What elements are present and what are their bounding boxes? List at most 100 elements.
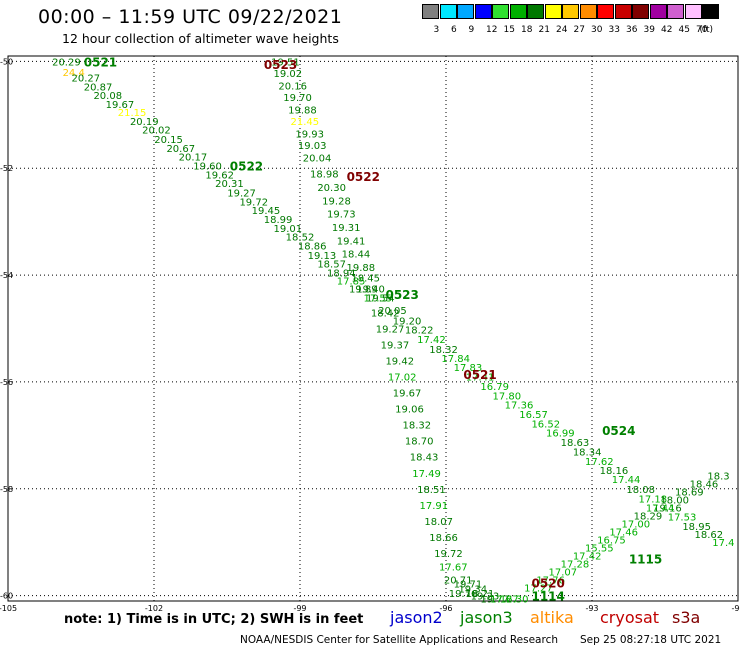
wave-height-label: 17.49 [412,469,441,480]
color-scale-swatch [457,4,474,19]
color-scale-label: 33 [608,25,620,35]
wave-height-label: 19.51 [271,57,300,68]
color-scale-label: 27 [573,25,585,35]
chart-title: 00:00 – 11:59 UTC 09/22/2021 [38,6,343,28]
wave-height-label: 16.52 [531,420,560,431]
wave-height-label: 18.45 [351,274,380,285]
color-scale-label: 36 [626,25,638,35]
wave-height-label: 19.77 [480,594,509,605]
wave-height-label: 19.23 [471,592,500,603]
wave-height-label: 20.15 [154,135,183,146]
pass-time-label: 0524 [602,424,635,438]
wave-height-label: 20.29 [52,57,81,68]
wave-height-label: 18.63 [561,438,590,449]
wave-height-label: 18.29 [634,512,663,523]
wave-height-label: 24.4 [63,68,85,79]
wave-height-label: 18.95 [682,522,711,533]
credit-text: NOAA/NESDIS Center for Satellite Applica… [240,634,558,646]
color-scale-swatch [632,4,649,19]
wave-height-label: 17.42 [573,552,602,563]
wave-height-label: 19.71 [454,579,483,590]
wave-height-label: 19.20 [393,316,422,327]
wave-height-label: 19.27 [376,325,405,336]
wave-height-label: 19.01 [274,224,303,235]
wave-height-label: 18.98 [310,170,339,181]
color-scale-swatch [562,4,579,19]
color-scale-swatch [684,4,702,19]
wave-height-label: 19.88 [288,105,317,116]
color-scale-label: 18 [521,25,533,35]
wave-height-label: 18.16 [600,466,629,477]
color-scale-swatch [579,4,597,19]
color-scale-label: 6 [451,25,457,35]
wave-height-label: 19.62 [205,171,234,182]
wave-height-label: 19.42 [385,357,414,368]
y-tick-label: -54 [0,271,13,280]
color-scale-swatch [702,4,719,19]
wave-height-label: 19.27 [227,188,256,199]
color-scale-label: 70 [696,25,708,35]
wave-height-label: 17.02 [388,373,417,384]
wave-height-label: 17.62 [585,457,614,468]
wave-height-label: 19.54 [366,294,395,305]
wave-height-label: 17.55 [364,294,393,305]
wave-height-label: 18.08 [626,485,655,496]
color-scale-label: 15 [503,25,515,35]
color-scale-unit: (ft) [699,25,714,35]
wave-height-label: 17.80 [493,391,522,402]
satellite-jason2: jason2 [390,608,443,627]
wave-height-label: 19.60 [193,162,222,173]
wave-height-label: 17.36 [505,400,534,411]
color-scale-swatch [492,4,509,19]
color-scale-swatch [422,4,439,19]
x-tick-label: -105 [0,604,17,613]
wave-height-label: 18.86 [298,242,327,253]
wave-height-label: 18.22 [405,326,434,337]
wave-height-label: 20.71 [444,576,473,587]
color-scale-label: 12 [486,25,498,35]
x-tick-label: -102 [145,604,163,613]
x-tick-label: -90 [731,604,740,613]
pass-time-label: 0523 [264,58,297,72]
pass-time-label: 0523 [385,288,418,302]
wave-height-label: 18.70 [405,437,434,448]
y-tick-label: -56 [0,378,13,387]
wave-height-label: 17.46 [609,528,638,539]
wave-height-label: 20.31 [215,179,244,190]
pass-time-label: 1114 [531,590,564,604]
wave-height-label: 17.84 [441,354,470,365]
y-tick-label: -60 [0,592,13,601]
color-scale-label: 42 [661,25,673,35]
wave-height-label: 19.93 [295,129,324,140]
wave-height-label: 15.55 [585,544,614,555]
wave-height-label: 18.07 [424,517,453,528]
y-tick-label: -52 [0,164,13,173]
wave-height-label: 18.00 [660,495,689,506]
wave-height-label: 20.08 [93,91,122,102]
wave-height-label: 18.44 [342,250,371,261]
wave-height-label: 16.57 [519,410,548,421]
y-tick-label: -58 [0,485,13,494]
wave-height-label: 20.05 [378,306,407,317]
color-scale-swatch [544,4,562,19]
wave-height-label: 19.06 [395,405,424,416]
color-scale-swatch [667,4,684,19]
wave-height-label: 19.72 [239,197,268,208]
map-grid [8,56,738,601]
wave-height-label: 20.04 [303,154,332,165]
wave-height-label: 18.32 [429,345,458,356]
wave-height-label: 19.73 [327,210,356,221]
wave-height-label: 20.30 [317,183,346,194]
color-scale-label: 39 [643,25,655,35]
pass-time-label: 0520 [531,576,564,590]
wave-height-label: 18.94 [327,268,356,279]
wave-height-label: 18.46 [690,479,719,490]
wave-height-label: 18.57 [317,259,346,270]
wave-height-label: 16.30 [500,594,529,605]
satellite-cryosat: cryosat [600,608,660,627]
wave-height-label: 19.41 [337,236,366,247]
pass-time-label: 0522 [347,170,380,184]
color-scale-label: 45 [678,25,690,35]
color-scale-swatch [527,4,544,19]
